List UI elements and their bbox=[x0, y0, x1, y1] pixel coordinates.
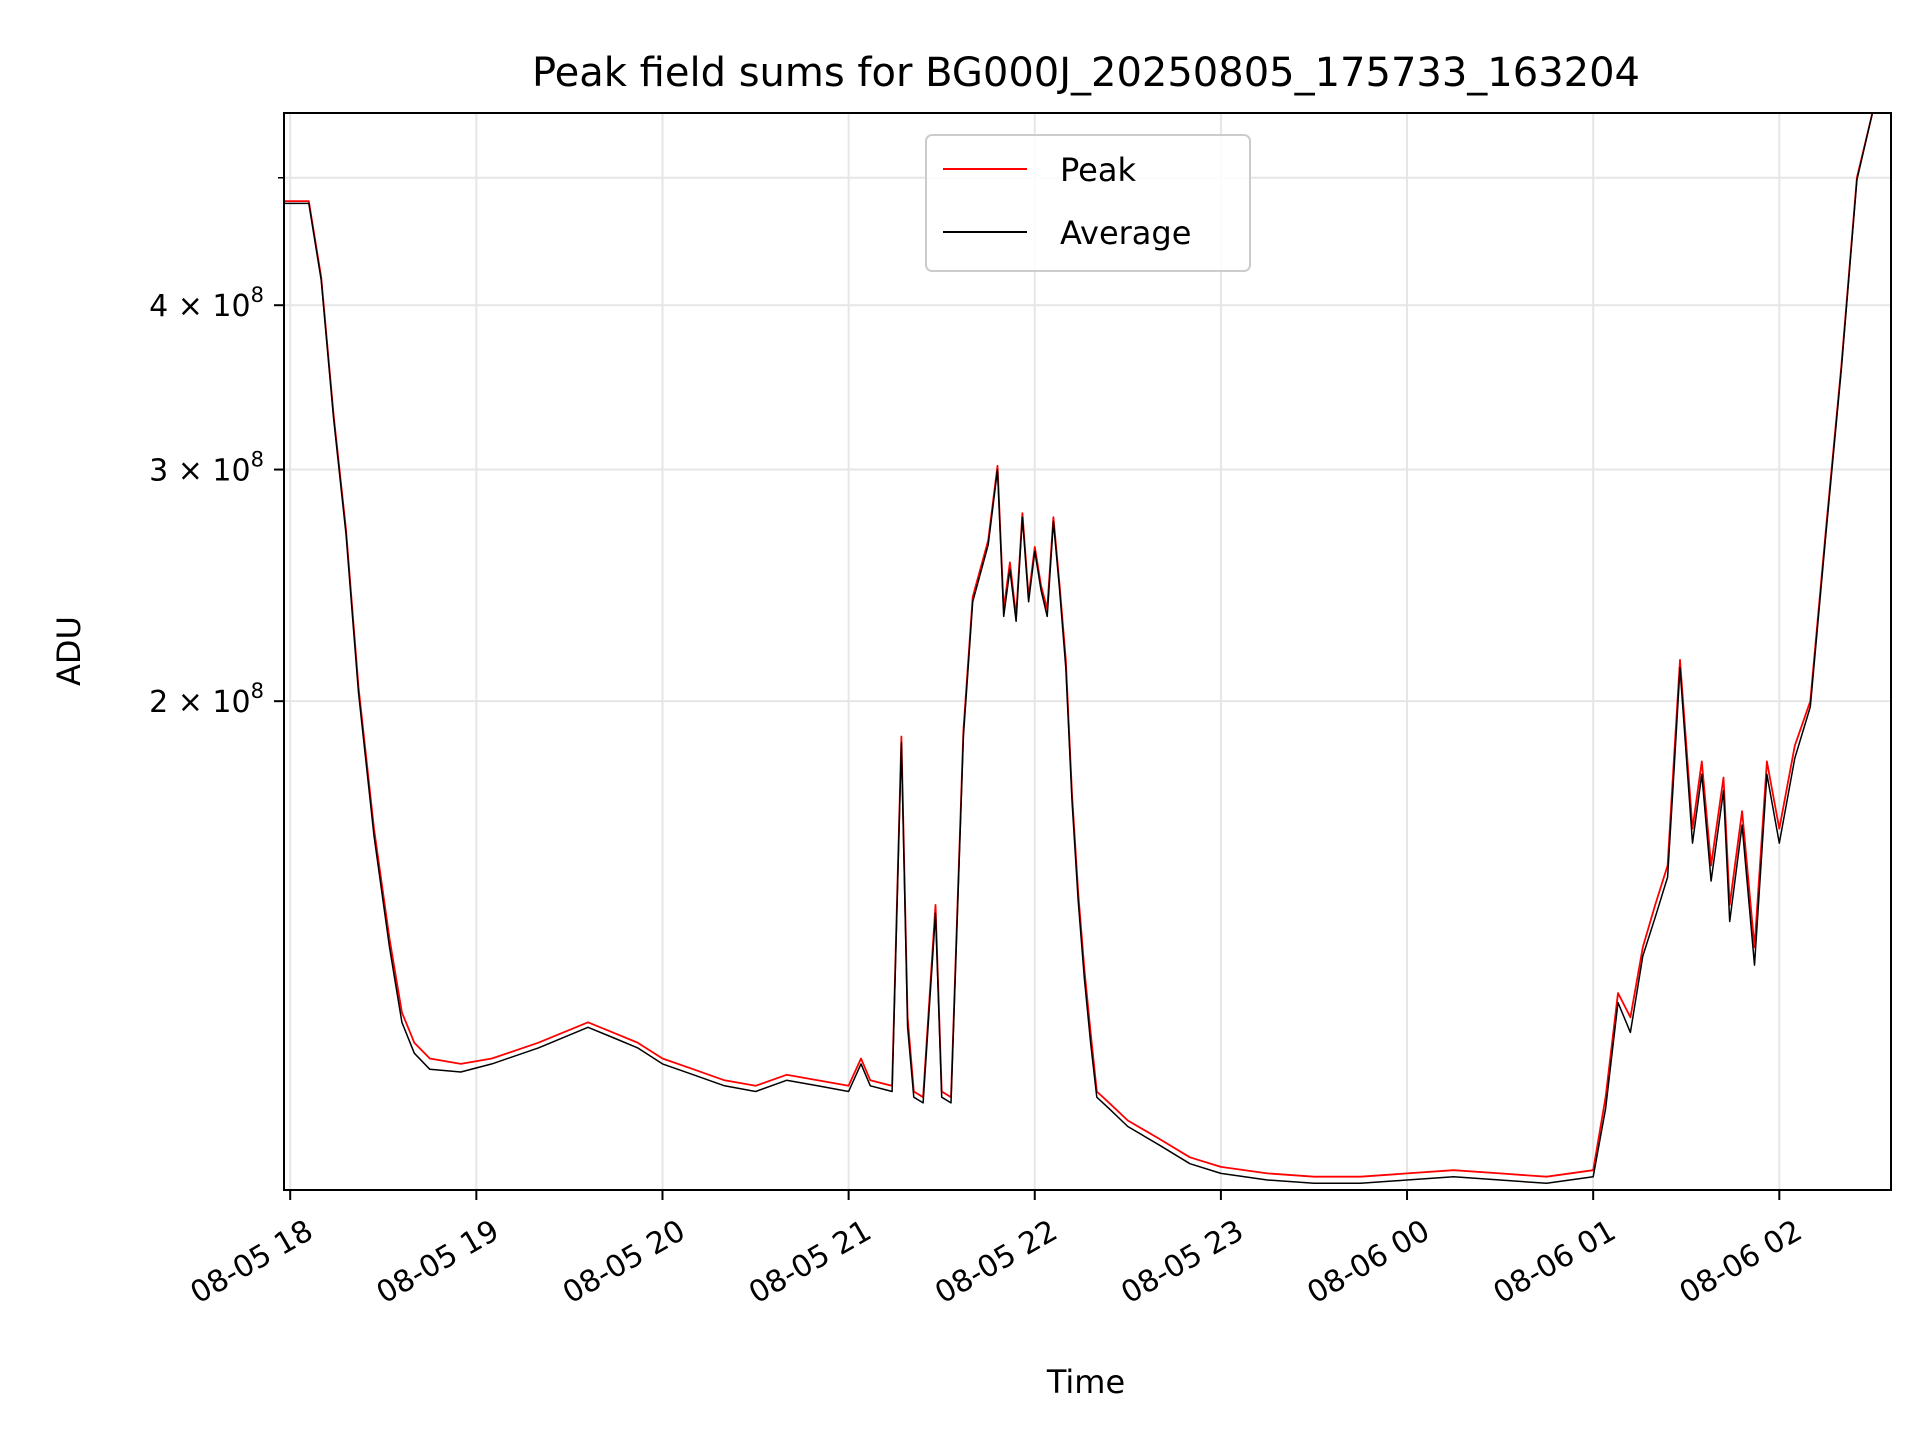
chart-title: Peak field sums for BG000J_20250805_1757… bbox=[532, 50, 1640, 96]
x-axis-label: Time bbox=[1046, 1363, 1125, 1401]
series-line-average bbox=[284, 113, 1891, 1185]
y-tick-label: 3 × 108 bbox=[149, 448, 264, 489]
y-axis: 2 × 108 3 × 108 4 × 108 bbox=[149, 176, 284, 720]
y-tick-label: 2 × 108 bbox=[149, 679, 264, 720]
legend-label-peak: Peak bbox=[1060, 151, 1136, 189]
legend-label-average: Average bbox=[1060, 214, 1191, 252]
plot-area bbox=[284, 113, 1891, 1185]
y-axis-label: ADU bbox=[50, 616, 88, 686]
axes-frame bbox=[283, 112, 1892, 1191]
grid-lines bbox=[284, 113, 1891, 1190]
y-tick-label: 4 × 108 bbox=[149, 283, 264, 324]
legend: Peak Average bbox=[925, 134, 1251, 272]
